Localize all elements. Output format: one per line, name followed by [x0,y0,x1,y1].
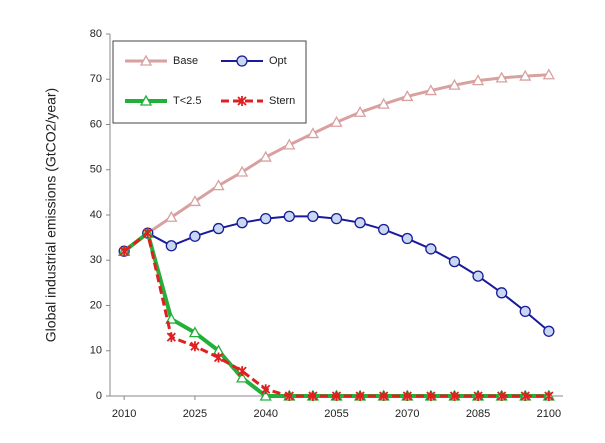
point [471,74,485,86]
point [283,210,295,223]
point [260,212,272,225]
point [237,366,247,377]
point [542,68,555,80]
x-tick-label: 2070 [395,408,419,420]
y-tick-label: 0 [96,390,102,402]
series-line [122,229,549,398]
point [259,150,272,162]
point [401,90,414,102]
point [519,69,532,81]
point [307,210,319,223]
point [212,222,225,235]
point [236,371,249,383]
x-tick-label: 2100 [537,408,561,420]
x-tick-label: 2040 [253,408,277,420]
y-tick-label: 70 [90,73,102,85]
point [213,352,224,363]
point [236,165,249,177]
point [165,312,178,324]
point [259,389,272,401]
point [354,217,366,229]
legend-marker [237,96,247,106]
point [448,78,461,90]
x-tick-label: 2010 [112,408,136,420]
point [188,195,202,207]
y-tick-label: 80 [90,28,102,40]
point [544,391,554,401]
point [330,115,343,127]
point [424,84,437,96]
point [190,341,200,352]
x-tick-label: 2025 [183,408,207,420]
legend-label: Base [173,55,198,67]
point [165,240,177,252]
point [449,391,460,401]
y-tick-label: 20 [90,299,102,311]
legend-marker [236,55,248,67]
legend-marker [139,54,153,66]
point [543,325,555,337]
legend-label: T<2.5 [173,95,201,107]
point [188,326,202,338]
y-tick-label: 40 [90,209,102,221]
point [261,384,271,395]
point [308,391,318,401]
point [353,105,367,117]
legend-box [112,40,307,124]
point [378,223,390,236]
point [473,391,483,401]
point [520,391,530,401]
point [426,391,436,401]
point [377,97,390,109]
y-tick-label: 10 [90,345,102,357]
point [448,255,461,268]
point [166,332,176,343]
point [495,71,508,83]
point [143,228,153,239]
point [283,138,296,150]
point [236,217,248,229]
point [306,127,320,139]
point [497,391,507,401]
series-line [123,230,549,398]
series-line [123,215,550,333]
x-tick-label: 2055 [324,408,348,420]
point [401,232,413,245]
point [402,391,412,401]
y-tick-label: 30 [90,254,102,266]
y-tick-label: 60 [90,118,102,130]
legend-marker [139,94,153,106]
point [189,230,201,242]
point [355,391,365,401]
y-axis-title: Global industrial emissions (GtCO2/year) [43,88,59,342]
legend-label: Opt [269,55,287,67]
point [330,212,343,225]
legend-label: Stern [269,95,295,107]
x-tick-label: 2085 [466,408,490,420]
point [519,305,531,318]
point [165,210,178,222]
point [496,287,508,299]
point [331,391,342,401]
point [472,270,484,282]
y-tick-label: 50 [90,164,102,176]
point [425,243,437,255]
point [284,391,294,401]
point [119,246,129,257]
point [379,391,389,401]
point [212,179,225,191]
